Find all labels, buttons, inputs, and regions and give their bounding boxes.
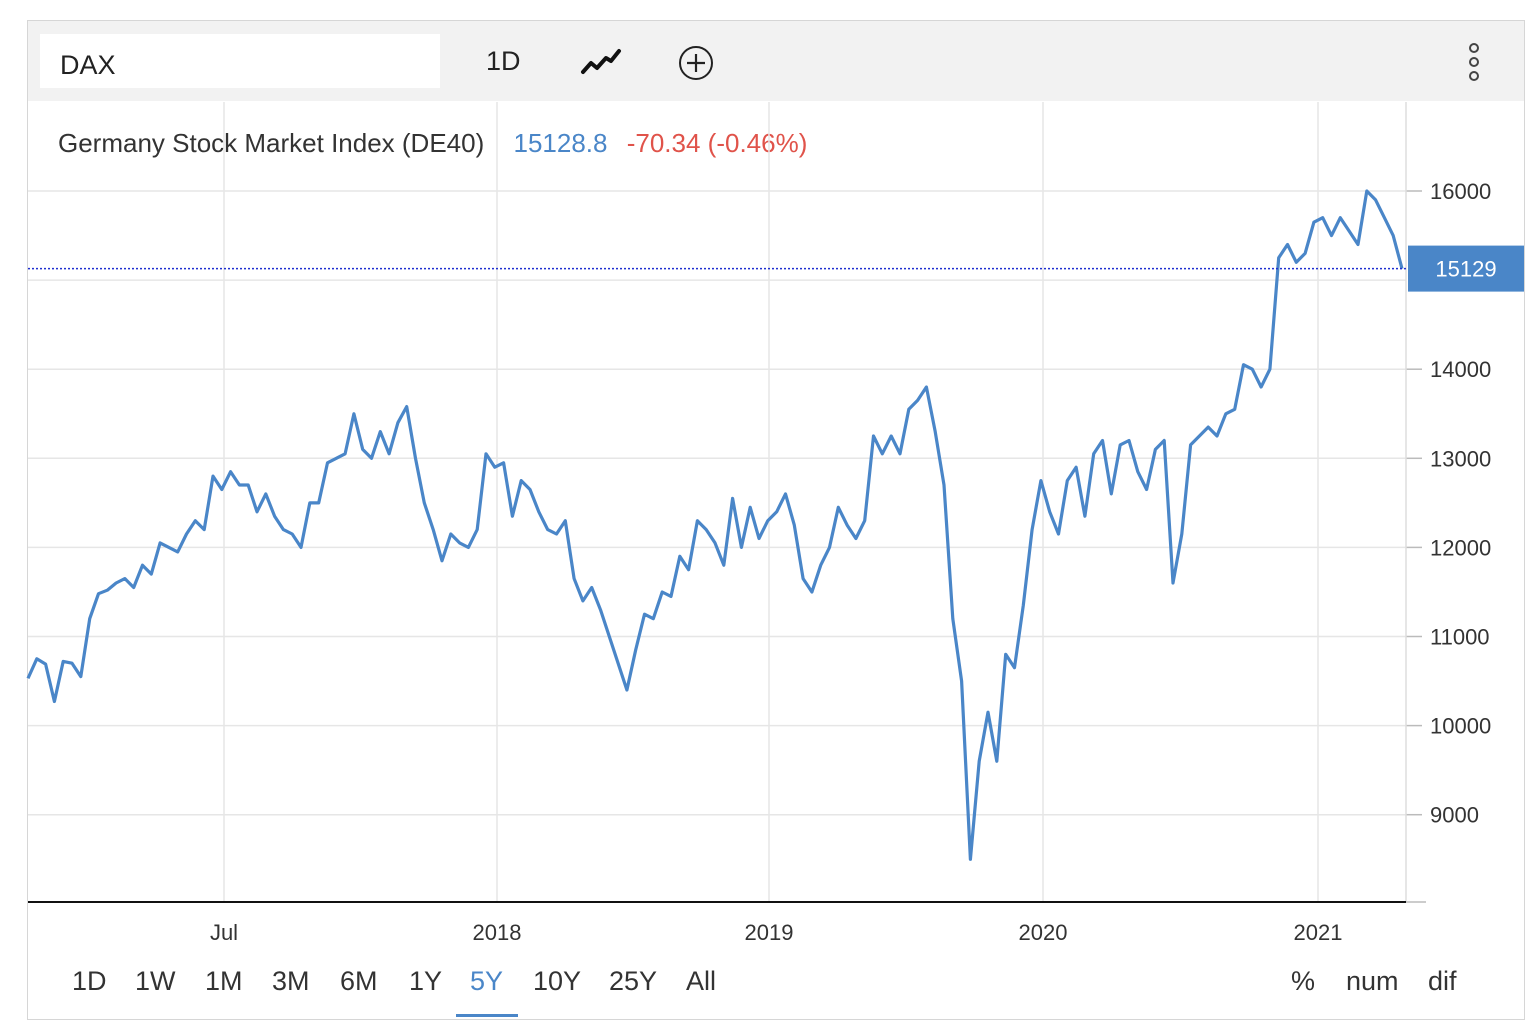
range-3m[interactable]: 3M xyxy=(272,966,310,996)
range-25y[interactable]: 25Y xyxy=(609,966,658,996)
x-tick-label: 2020 xyxy=(1019,920,1068,945)
price-chart[interactable]: 16000 14000 13000 12000 11000 10000 9000 Jul 201… xyxy=(0,0,1540,960)
range-5y[interactable]: 5Y xyxy=(470,966,504,996)
y-tick-label: 14000 xyxy=(1430,357,1491,382)
last-price-tag xyxy=(1408,245,1524,292)
line-chart-icon[interactable] xyxy=(580,46,622,78)
range-1y[interactable]: 1Y xyxy=(409,966,443,996)
last-price-label: 15129 xyxy=(1435,257,1496,282)
range-all[interactable]: All xyxy=(686,966,717,996)
x-tick-label: 2019 xyxy=(745,920,794,945)
instrument-name: Germany Stock Market Index (DE40) xyxy=(58,128,485,158)
range-10y[interactable]: 10Y xyxy=(533,966,582,996)
y-tick-label: 16000 xyxy=(1430,179,1491,204)
mode-dif[interactable]: dif xyxy=(1428,966,1457,996)
last-price: 15128.8 xyxy=(513,128,608,158)
mode-percent[interactable]: % xyxy=(1291,966,1316,996)
price-change: -70.34 (-0.46%) xyxy=(626,128,808,158)
price-series-line xyxy=(26,189,1404,861)
y-tick-label: 13000 xyxy=(1430,446,1491,471)
vertical-dots-icon[interactable] xyxy=(1462,42,1486,84)
interval-button[interactable]: 1D xyxy=(486,46,521,76)
x-tick-label: Jul xyxy=(210,920,238,945)
plus-circle-icon[interactable] xyxy=(678,45,714,81)
y-tick-label: 9000 xyxy=(1430,803,1479,828)
range-1d[interactable]: 1D xyxy=(72,966,107,996)
y-tick-label: 11000 xyxy=(1430,625,1490,650)
symbol-input[interactable]: DAX xyxy=(40,34,440,88)
range-1m[interactable]: 1M xyxy=(205,966,243,996)
chart-header: Germany Stock Market Index (DE40) 15128.… xyxy=(58,128,807,159)
x-tick-label: 2018 xyxy=(473,920,522,945)
active-range-indicator xyxy=(456,1014,518,1017)
range-1w[interactable]: 1W xyxy=(135,966,176,996)
mode-num[interactable]: num xyxy=(1346,966,1399,996)
range-6m[interactable]: 6M xyxy=(340,966,378,996)
x-tick-label: 2021 xyxy=(1294,920,1343,945)
y-tick-label: 12000 xyxy=(1430,535,1491,560)
y-tick-label: 10000 xyxy=(1430,714,1491,739)
